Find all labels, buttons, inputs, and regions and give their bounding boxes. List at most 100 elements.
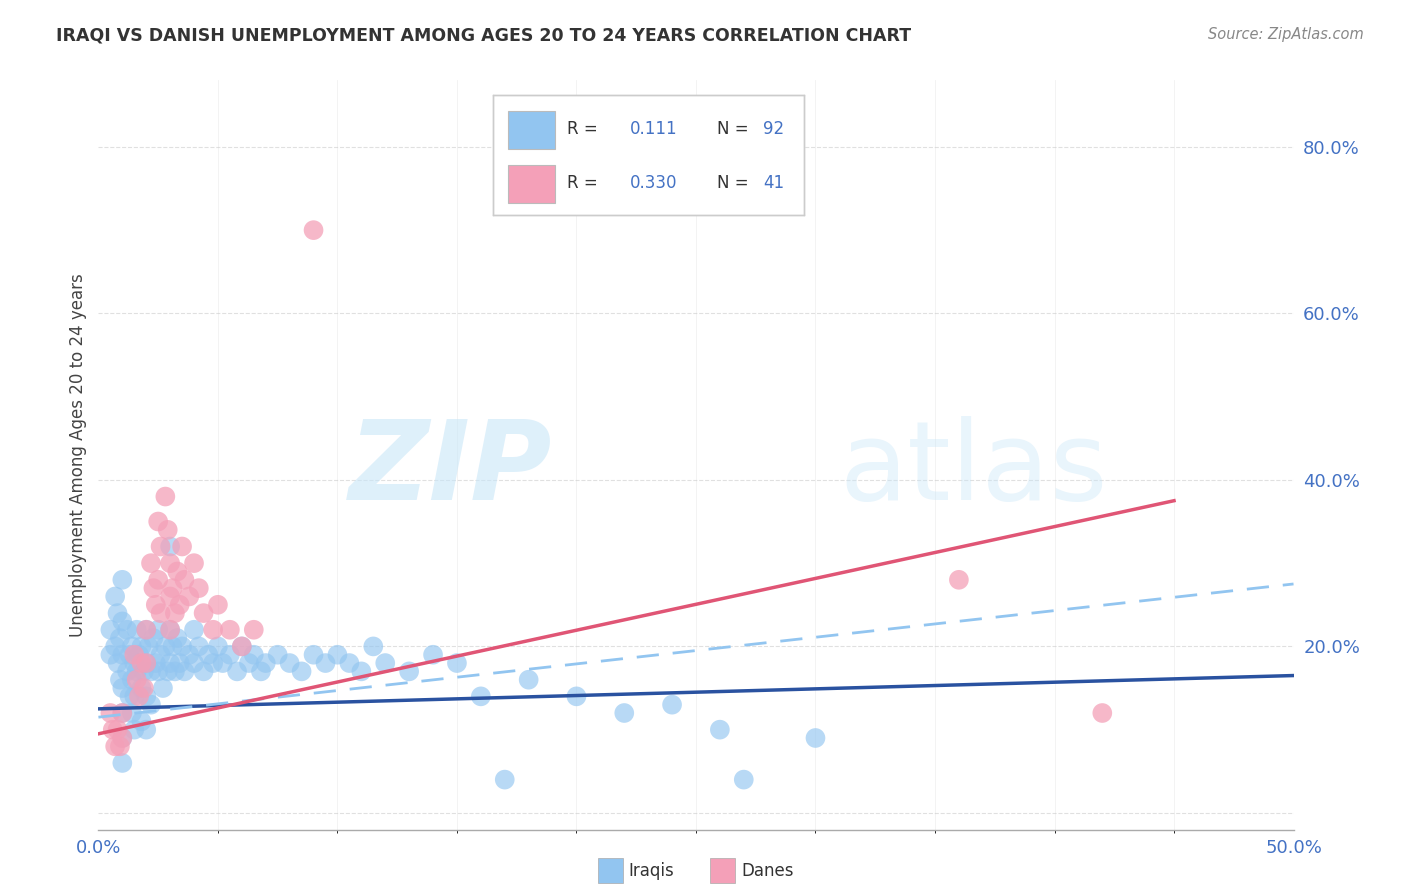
Point bbox=[169, 598, 191, 612]
Point bbox=[446, 656, 468, 670]
Point bbox=[132, 665, 155, 679]
Point bbox=[398, 665, 420, 679]
Point bbox=[131, 681, 153, 695]
Point bbox=[149, 648, 172, 662]
Point bbox=[115, 623, 138, 637]
Point bbox=[709, 723, 731, 737]
Point bbox=[159, 540, 181, 554]
Point bbox=[172, 540, 194, 554]
Point bbox=[139, 698, 162, 712]
Point bbox=[111, 706, 134, 720]
Point bbox=[193, 665, 215, 679]
Point bbox=[226, 665, 249, 679]
Point bbox=[125, 623, 148, 637]
Point bbox=[219, 648, 242, 662]
Point bbox=[202, 623, 225, 637]
Point bbox=[162, 640, 184, 654]
Point bbox=[111, 615, 134, 629]
Point bbox=[238, 656, 260, 670]
Point bbox=[187, 640, 209, 654]
Point bbox=[135, 656, 157, 670]
Point bbox=[183, 656, 205, 670]
Point bbox=[124, 656, 146, 670]
Point bbox=[111, 681, 134, 695]
Point bbox=[183, 623, 205, 637]
Point bbox=[132, 681, 155, 695]
Point bbox=[172, 640, 194, 654]
Text: IRAQI VS DANISH UNEMPLOYMENT AMONG AGES 20 TO 24 YEARS CORRELATION CHART: IRAQI VS DANISH UNEMPLOYMENT AMONG AGES … bbox=[56, 27, 911, 45]
Point bbox=[131, 656, 153, 670]
Point bbox=[231, 640, 253, 654]
Point bbox=[166, 631, 188, 645]
Point bbox=[115, 665, 138, 679]
Point bbox=[124, 690, 146, 704]
Point bbox=[166, 565, 188, 579]
Point bbox=[111, 648, 134, 662]
Point bbox=[162, 581, 184, 595]
Point bbox=[149, 606, 172, 620]
Point bbox=[363, 640, 385, 654]
Point bbox=[148, 623, 170, 637]
Point bbox=[139, 556, 162, 570]
Point bbox=[211, 656, 233, 670]
Point bbox=[231, 640, 253, 654]
Point bbox=[121, 673, 143, 687]
Point bbox=[111, 573, 134, 587]
Point bbox=[207, 598, 229, 612]
Point bbox=[422, 648, 444, 662]
Point bbox=[159, 556, 181, 570]
Point bbox=[159, 656, 181, 670]
Text: ZIP: ZIP bbox=[349, 417, 553, 524]
Point bbox=[118, 690, 141, 704]
Point bbox=[517, 673, 540, 687]
Text: atlas: atlas bbox=[839, 417, 1108, 524]
Point bbox=[108, 739, 131, 754]
Point bbox=[111, 706, 134, 720]
Point bbox=[326, 648, 349, 662]
Point bbox=[111, 731, 134, 745]
Point bbox=[107, 606, 129, 620]
Point bbox=[145, 656, 167, 670]
Point bbox=[155, 490, 177, 504]
Point bbox=[948, 573, 970, 587]
Point bbox=[163, 665, 186, 679]
Point bbox=[107, 723, 129, 737]
Point bbox=[155, 640, 177, 654]
Point bbox=[108, 673, 131, 687]
Point bbox=[197, 648, 219, 662]
Point bbox=[135, 723, 157, 737]
Point bbox=[804, 731, 827, 745]
Point bbox=[135, 656, 157, 670]
Point bbox=[135, 690, 157, 704]
Point bbox=[613, 706, 636, 720]
Point bbox=[291, 665, 314, 679]
Point bbox=[565, 690, 588, 704]
Point bbox=[98, 648, 122, 662]
Point bbox=[135, 623, 157, 637]
Point bbox=[131, 714, 153, 729]
Point bbox=[243, 623, 266, 637]
Text: Iraqis: Iraqis bbox=[628, 862, 675, 880]
Point bbox=[494, 772, 516, 787]
Point bbox=[173, 665, 195, 679]
Point bbox=[148, 573, 170, 587]
Point bbox=[1091, 706, 1114, 720]
Y-axis label: Unemployment Among Ages 20 to 24 years: Unemployment Among Ages 20 to 24 years bbox=[69, 273, 87, 637]
Point bbox=[173, 573, 195, 587]
Point bbox=[121, 706, 143, 720]
Point bbox=[179, 648, 201, 662]
Point bbox=[118, 648, 141, 662]
Point bbox=[111, 756, 134, 770]
Point bbox=[193, 606, 215, 620]
Point bbox=[661, 698, 683, 712]
Point bbox=[156, 523, 179, 537]
Point bbox=[152, 681, 174, 695]
Point bbox=[302, 223, 325, 237]
Point bbox=[98, 623, 122, 637]
Point bbox=[124, 648, 146, 662]
Point bbox=[148, 665, 170, 679]
Point bbox=[138, 640, 160, 654]
Point bbox=[131, 640, 153, 654]
Point bbox=[148, 515, 170, 529]
Point bbox=[254, 656, 277, 670]
